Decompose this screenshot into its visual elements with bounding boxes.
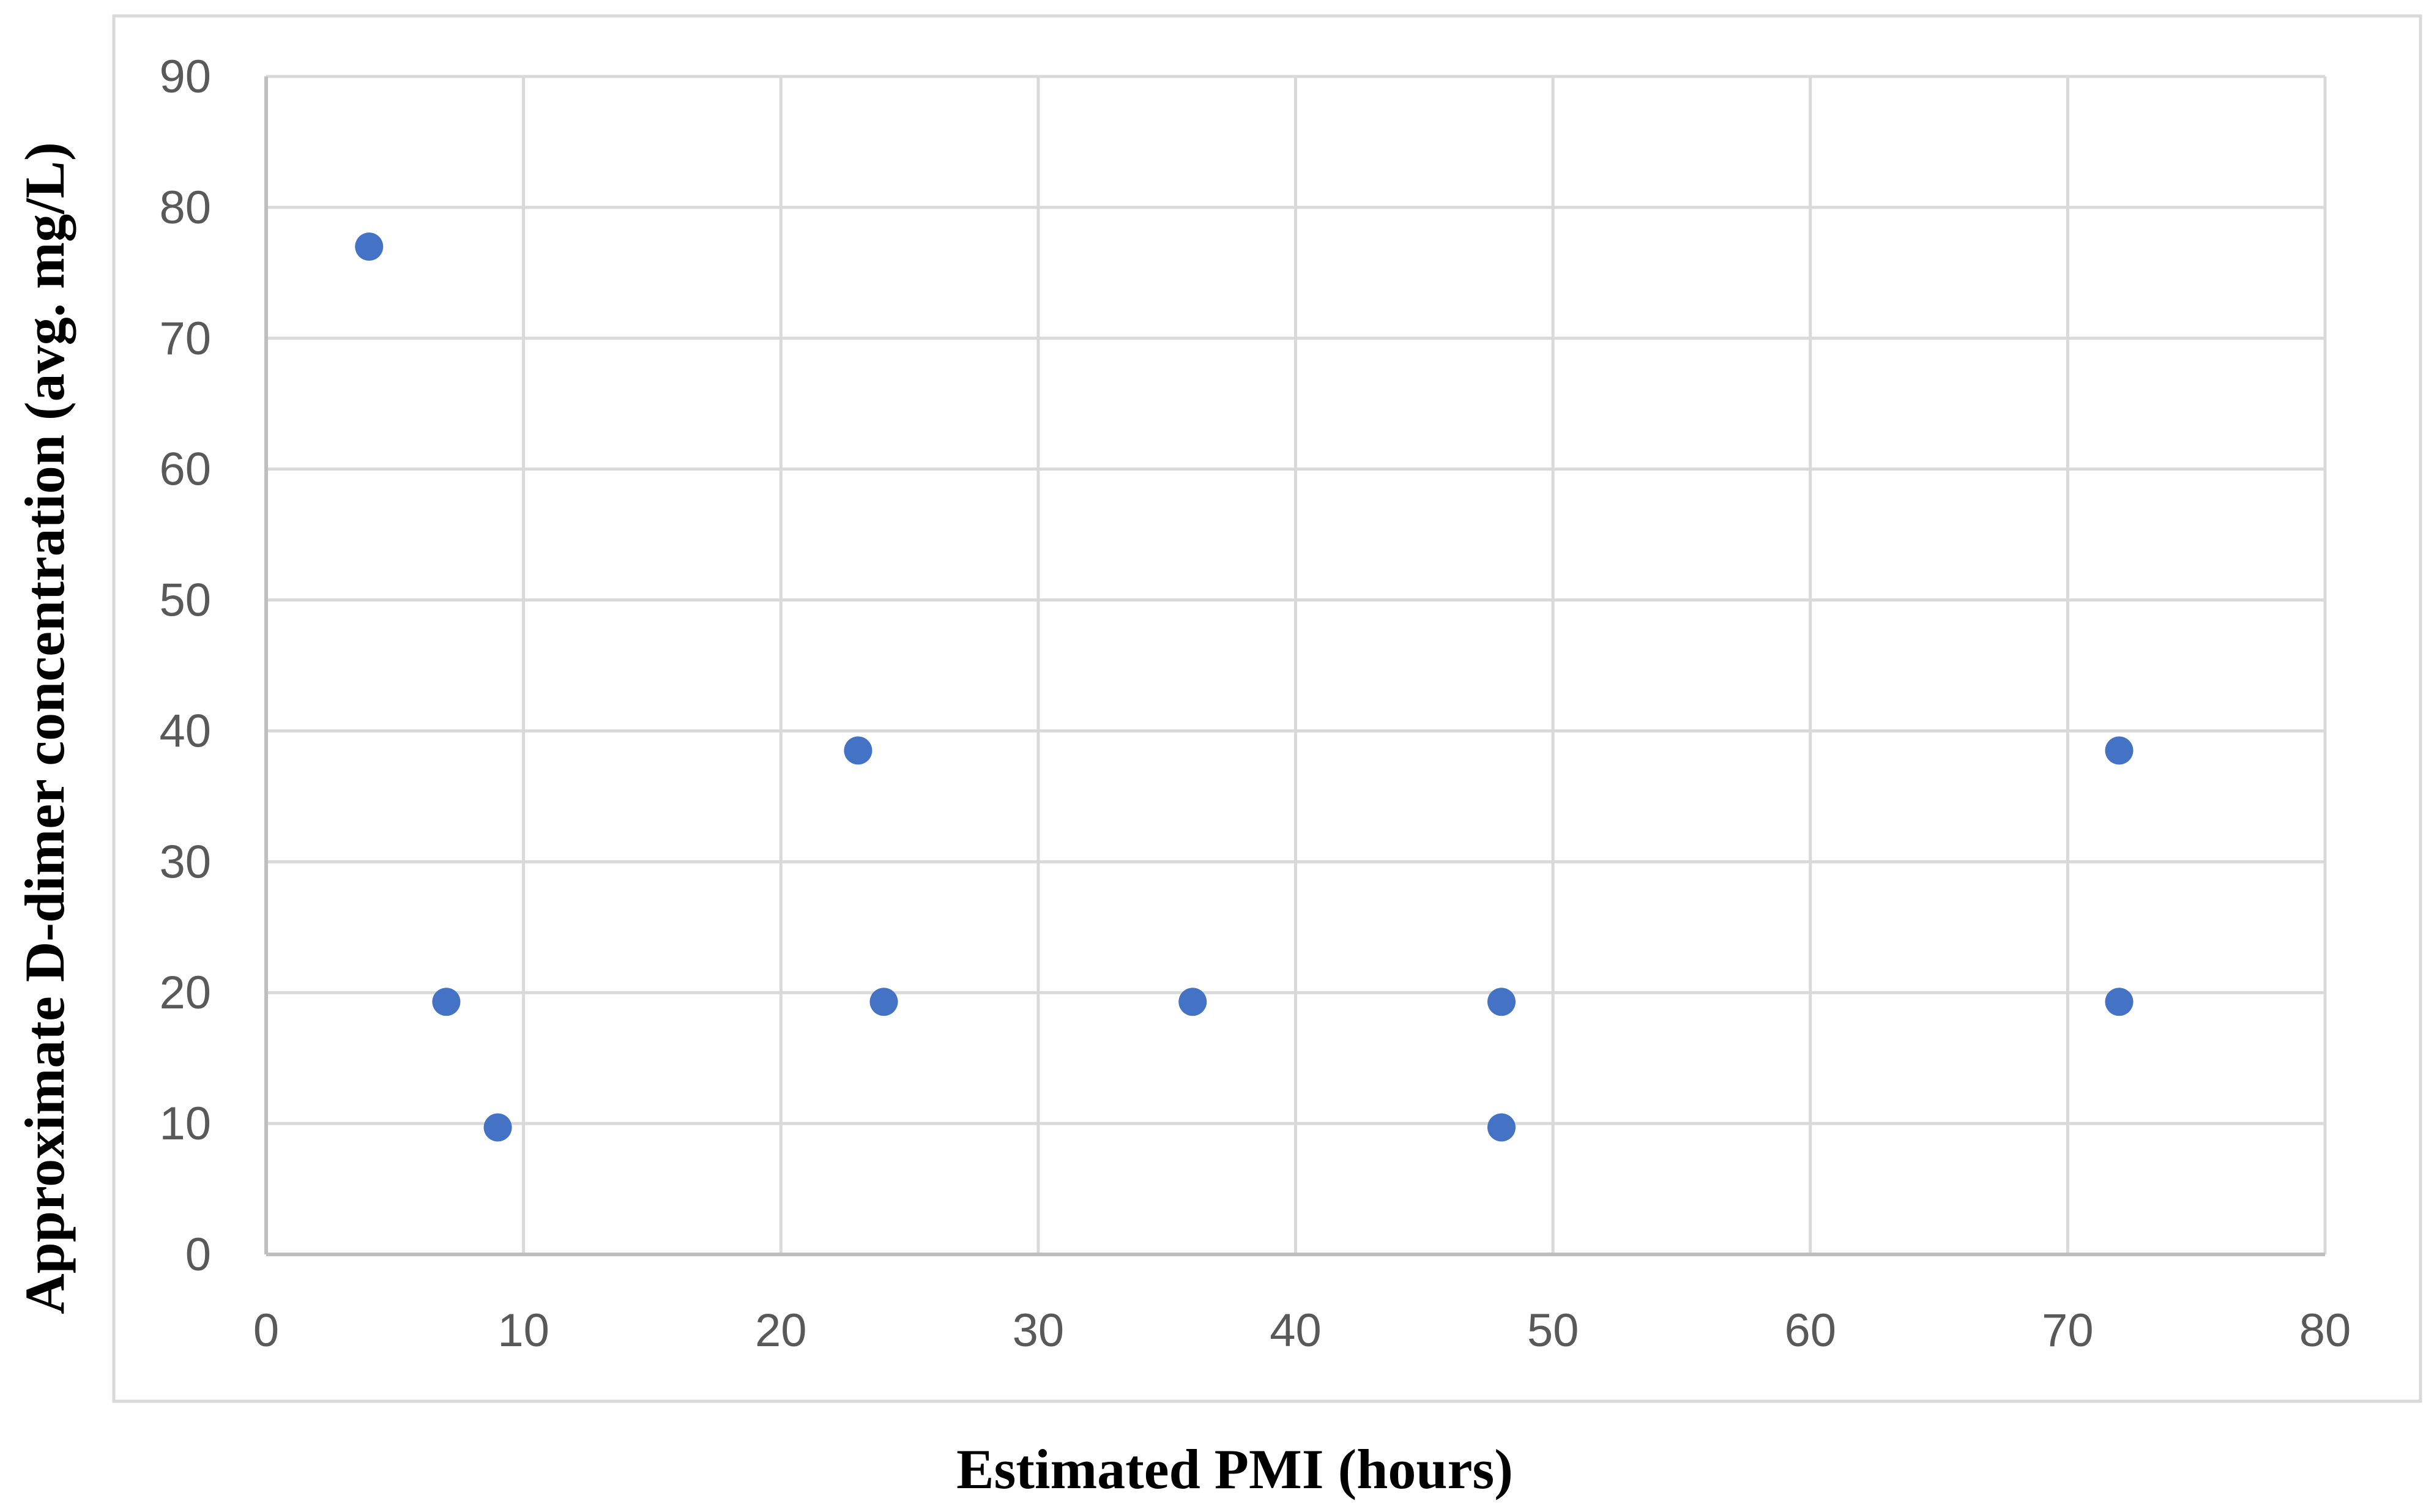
data-point <box>2105 988 2134 1016</box>
x-tick-label: 80 <box>2299 1305 2351 1357</box>
y-tick-label: 10 <box>159 1098 211 1150</box>
x-tick-label: 20 <box>755 1305 807 1357</box>
x-tick-label: 70 <box>2042 1305 2094 1357</box>
data-point <box>432 988 461 1016</box>
y-tick-label: 90 <box>159 51 211 103</box>
y-tick-label: 80 <box>159 182 211 234</box>
data-point <box>1487 988 1516 1016</box>
x-tick-label: 10 <box>497 1305 549 1357</box>
data-point <box>2105 736 2134 765</box>
chart-frame <box>112 14 2422 1403</box>
y-tick-label: 20 <box>159 967 211 1019</box>
x-axis-title: Estimated PMI (hours) <box>956 1438 1513 1500</box>
y-tick-label: 60 <box>159 444 211 496</box>
data-point <box>869 988 898 1016</box>
x-tick-label: 0 <box>253 1305 279 1357</box>
x-tick-label: 50 <box>1527 1305 1579 1357</box>
y-tick-label: 50 <box>159 575 211 627</box>
x-tick-label: 60 <box>1784 1305 1836 1357</box>
tick-labels: 0 10 20 30 40 50 60 70 80 90 0 10 20 30 40 50 60 70 80 <box>159 51 2351 1357</box>
y-tick-label: 40 <box>159 705 211 757</box>
y-tick-label: 0 <box>185 1229 211 1281</box>
x-tick-label: 40 <box>1270 1305 1322 1357</box>
data-point <box>483 1113 512 1142</box>
y-axis-title: Approximate D-dimer concentration (avg. … <box>13 142 76 1314</box>
y-tick-label: 30 <box>159 836 211 888</box>
data-point <box>844 736 873 765</box>
y-tick-label: 70 <box>159 313 211 365</box>
data-points <box>355 233 2134 1142</box>
gridlines <box>266 75 2327 1254</box>
data-point <box>1487 1113 1516 1142</box>
axes <box>264 76 2325 1256</box>
data-point <box>355 233 384 261</box>
data-point <box>1178 988 1207 1016</box>
x-tick-label: 30 <box>1013 1305 1065 1357</box>
